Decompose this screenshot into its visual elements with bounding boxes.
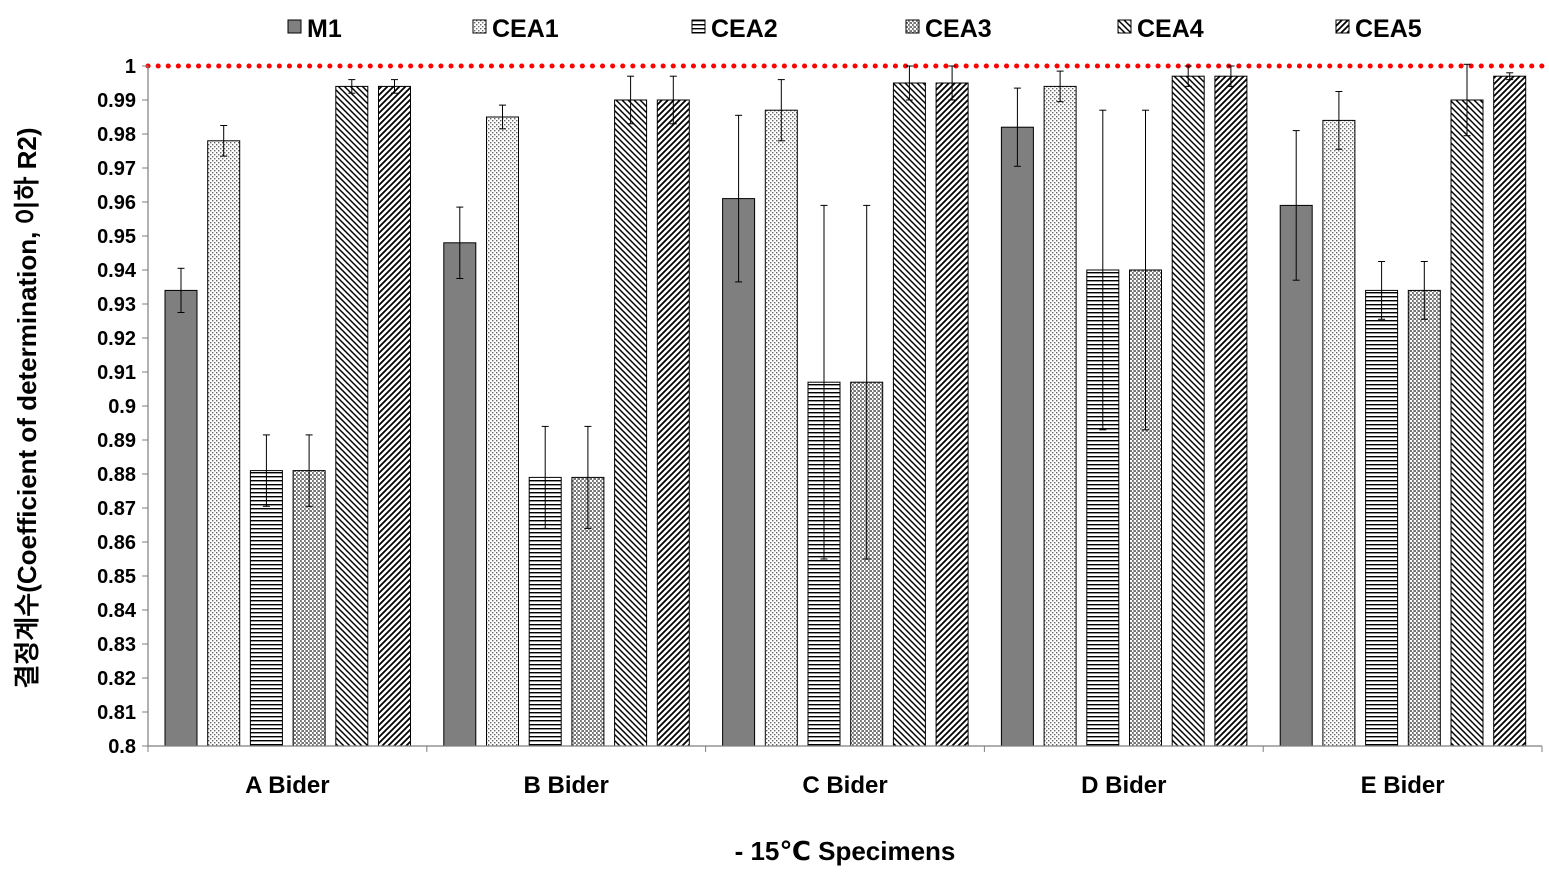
y-tick-label: 0.94 bbox=[97, 260, 137, 282]
y-tick-label: 0.82 bbox=[97, 668, 136, 690]
bar bbox=[935, 82, 969, 747]
y-tick-label: 1 bbox=[125, 56, 136, 78]
y-tick-label: 0.98 bbox=[97, 124, 136, 146]
x-tick-label: E Bider bbox=[1361, 772, 1445, 799]
y-tick-label: 0.97 bbox=[97, 158, 136, 180]
y-tick-label: 0.86 bbox=[97, 532, 136, 554]
legend-label: CEA2 bbox=[711, 15, 778, 43]
y-tick-label: 0.88 bbox=[97, 464, 136, 486]
bar bbox=[1279, 204, 1313, 747]
bar bbox=[378, 85, 411, 747]
bar bbox=[1322, 119, 1356, 747]
legend-swatch bbox=[287, 19, 302, 34]
y-tick-label: 0.85 bbox=[97, 566, 136, 588]
y-tick-label: 0.89 bbox=[97, 430, 136, 452]
bar bbox=[614, 99, 648, 747]
x-tick-label: B Bider bbox=[524, 772, 609, 799]
legend-swatch bbox=[691, 19, 706, 34]
y-tick-labels: 0.8 0.81 0.82 0.83 0.84 0.85 0.86 0.87 0.88 0.89 0… bbox=[97, 56, 137, 758]
bar bbox=[1407, 289, 1441, 747]
bar bbox=[1214, 75, 1248, 747]
bar bbox=[443, 242, 477, 747]
bars-layer bbox=[164, 75, 1527, 747]
bar bbox=[1000, 126, 1034, 747]
y-tick-label: 0.9 bbox=[108, 396, 136, 418]
y-tick-label: 0.84 bbox=[97, 600, 137, 622]
bar bbox=[1450, 99, 1484, 747]
chart-legend: M1 CEA1 CEA2 CEA3 CEA4 CEA5 bbox=[287, 15, 1422, 43]
legend-swatch bbox=[1117, 19, 1132, 34]
bar bbox=[1493, 75, 1527, 747]
bar bbox=[292, 470, 326, 747]
legend-label: CEA4 bbox=[1137, 15, 1204, 43]
y-tick-label: 0.8 bbox=[108, 736, 136, 758]
y-axis-title: 결정계수(Coefficient of determination, 이하 R2… bbox=[12, 128, 42, 689]
y-tick-label: 0.95 bbox=[97, 226, 136, 248]
bar bbox=[892, 82, 926, 747]
error-bars-layer bbox=[177, 63, 1514, 560]
legend-swatch bbox=[472, 19, 487, 34]
legend-swatch bbox=[905, 19, 920, 34]
x-tick-labels: A Bider B Bider C Bider D Bider E Bider bbox=[245, 772, 1444, 799]
legend-label: CEA1 bbox=[492, 15, 559, 43]
bar bbox=[486, 116, 519, 747]
y-tick-label: 0.93 bbox=[97, 294, 136, 316]
legend-label: CEA3 bbox=[925, 15, 992, 43]
y-tick-label: 0.92 bbox=[97, 328, 136, 350]
y-tick-label: 0.91 bbox=[97, 362, 136, 384]
y-tick-label: 0.87 bbox=[97, 498, 136, 520]
legend-swatch bbox=[1335, 19, 1350, 34]
bar bbox=[207, 140, 241, 747]
bar bbox=[656, 99, 690, 747]
y-tick-label: 0.81 bbox=[97, 702, 136, 724]
x-tick-label: A Bider bbox=[245, 772, 329, 799]
y-tick-label: 0.99 bbox=[97, 90, 136, 112]
y-tick-label: 0.96 bbox=[97, 192, 136, 214]
bar bbox=[764, 109, 798, 747]
legend-label: CEA5 bbox=[1355, 15, 1422, 43]
bar bbox=[335, 85, 369, 747]
bar bbox=[1365, 289, 1399, 747]
x-tick-label: C Bider bbox=[802, 772, 887, 799]
x-axis-title: - 15℃ Specimens bbox=[735, 836, 956, 866]
bar bbox=[1043, 85, 1077, 747]
x-tick-label: D Bider bbox=[1081, 772, 1166, 799]
bar bbox=[249, 470, 283, 747]
bar bbox=[164, 289, 198, 747]
bar bbox=[1171, 75, 1205, 747]
axes-layer bbox=[142, 65, 1543, 752]
legend-label: M1 bbox=[307, 15, 342, 43]
y-tick-label: 0.83 bbox=[97, 634, 136, 656]
